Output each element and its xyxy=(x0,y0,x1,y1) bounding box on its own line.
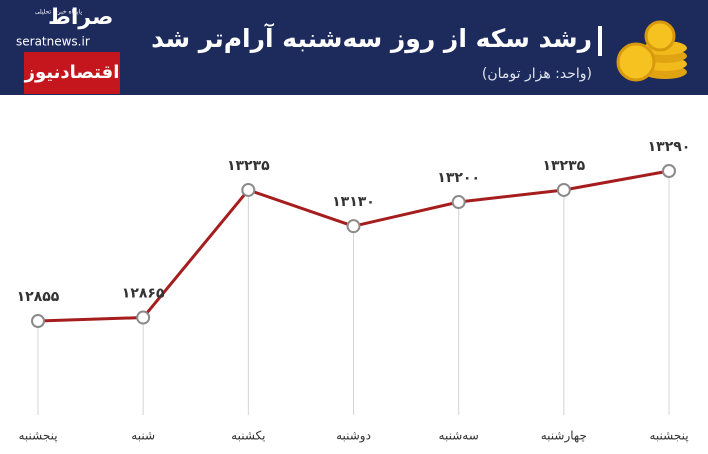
logo-box xyxy=(24,52,120,94)
point xyxy=(136,310,151,325)
point xyxy=(241,182,256,197)
chart-title: رشد سکه از روز سه‌شنبه آرام‌تر شد xyxy=(151,23,592,54)
coins-icon xyxy=(616,20,687,82)
chart-subtitle: (واحد: هزار تومان) xyxy=(482,66,592,82)
logo-tagline: سایت مرجع اقتصاد ایران xyxy=(17,100,128,110)
x-tick-label: پنجشنبه xyxy=(18,429,57,443)
x-tick-label: پنجشنبه xyxy=(649,429,688,443)
logo-brand: اقتصادنیوز xyxy=(24,62,120,83)
value-label: ۱۳۲۰۰ xyxy=(437,170,480,186)
point xyxy=(662,164,676,178)
point xyxy=(556,182,571,197)
value-label: ۱۳۲۹۰ xyxy=(648,139,691,155)
x-tick-label: چهارشنبه xyxy=(541,429,587,444)
logo-note: پایگاه خبری تحلیلی xyxy=(35,8,82,16)
x-tick-label: یکشنبه xyxy=(231,429,265,443)
logo-site: seratnews.ir xyxy=(16,35,90,49)
x-tick-label: شنبه xyxy=(131,429,155,443)
title-bar xyxy=(598,26,602,56)
value-label: ۱۳۱۳۰ xyxy=(332,194,375,210)
point xyxy=(451,195,466,210)
point xyxy=(31,314,45,328)
x-tick-label: سه‌شنبه xyxy=(439,429,479,443)
value-label: ۱۲۸۵۵ xyxy=(17,289,60,305)
point xyxy=(346,219,361,234)
value-label: ۱۳۲۳۵ xyxy=(227,158,270,174)
value-label: ۱۳۲۳۵ xyxy=(542,158,585,174)
value-label: ۱۲۸۶۵ xyxy=(122,286,165,302)
logo-name: صراط xyxy=(48,5,113,30)
x-tick-label: دوشنبه xyxy=(336,429,371,444)
